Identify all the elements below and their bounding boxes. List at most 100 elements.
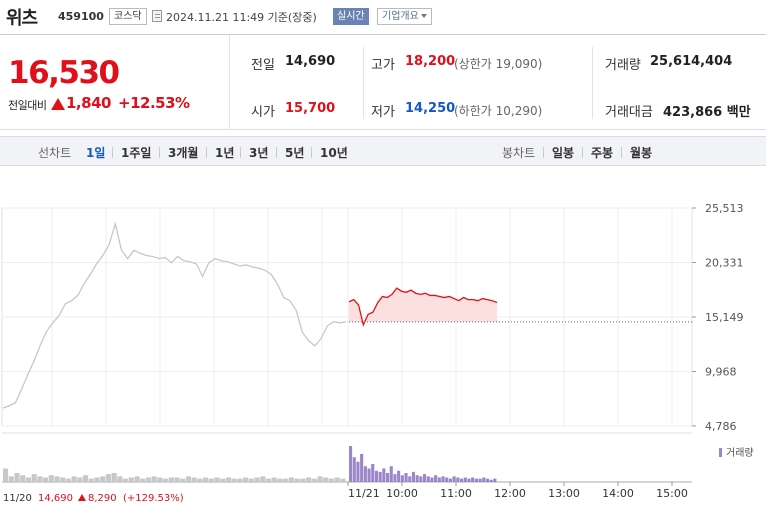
high-value: 18,200 — [405, 54, 456, 69]
volume-bar-today — [363, 466, 367, 482]
volume-bar-prev — [54, 476, 60, 482]
x-tick-label: 11:00 — [440, 487, 472, 500]
volume-bar-prev — [277, 478, 283, 482]
volume-bar-today — [382, 468, 386, 482]
period-bar: 선차트 1일 1주일 3개월 1년 3년 5년 10년 봉차트 일봉 주봉 월봉 — [0, 136, 766, 166]
volume-bar-today — [452, 476, 456, 482]
period-1d[interactable]: 1일 — [86, 146, 106, 160]
open-value: 15,700 — [285, 101, 336, 116]
volume-bar-today — [441, 476, 445, 482]
volume-bar-prev — [334, 477, 340, 482]
volume-bar-prev — [14, 473, 20, 482]
x-tick-label: 10:00 — [386, 487, 418, 500]
volume-bar-prev — [220, 478, 226, 482]
volume-bar-prev — [111, 473, 117, 482]
y-tick-label: 25,513 — [705, 202, 744, 215]
bottom-change: 8,290 — [88, 493, 117, 504]
volume-bar-today — [378, 471, 382, 482]
volume-bar-prev — [283, 478, 289, 482]
volume-bar-today — [371, 464, 375, 482]
volume-bar-prev — [83, 475, 89, 482]
volume-bar-today — [374, 470, 378, 482]
chevron-down-icon — [420, 14, 427, 18]
low-value: 14,250 — [405, 101, 456, 116]
stock-code: 459100 — [58, 10, 104, 23]
volume-bar-prev — [191, 477, 197, 482]
volume-bar-prev — [311, 478, 317, 482]
volume-bar-prev — [185, 476, 192, 482]
volume-bar-prev — [134, 476, 140, 482]
volume-bar-prev — [117, 476, 123, 482]
candle-weekly[interactable]: 주봉 — [591, 146, 614, 160]
bottom-price: 14,690 — [38, 493, 73, 504]
chart-grid — [1, 207, 693, 427]
candle-monthly[interactable]: 월봉 — [630, 146, 653, 160]
volume-bar-today — [423, 474, 427, 482]
volume-bar-today — [349, 446, 353, 482]
volume-bar-prev — [105, 474, 112, 482]
volume-bar-prev — [163, 478, 169, 482]
separator — [311, 147, 312, 158]
x-tick-label: 15:00 — [656, 487, 688, 500]
volume-bar-prev — [88, 478, 94, 482]
volume-bar-today — [397, 470, 401, 482]
period-5y[interactable]: 5년 — [285, 146, 305, 160]
volume-label: 거래량 — [605, 58, 641, 73]
separator — [582, 147, 583, 158]
bottom-note: 11/20 14,690 8,290 (+129.53%) — [3, 493, 184, 504]
volume-bar-prev — [145, 477, 152, 482]
candle-daily[interactable]: 일봉 — [552, 146, 575, 160]
volume-bar-today — [434, 475, 438, 482]
open-label: 시가 — [251, 105, 275, 120]
volume-bar-prev — [294, 478, 300, 482]
high-label: 고가 — [371, 58, 395, 73]
period-1y[interactable]: 1년 — [215, 146, 235, 160]
volume-bar-prev — [128, 477, 134, 482]
stock-header: 위츠 459100 코스닥 2024.11.21 11:49 기준(장중) 실시… — [0, 0, 766, 34]
prev-close-label: 전일 — [251, 58, 275, 73]
volume-bar-prev — [265, 478, 272, 482]
period-3m[interactable]: 3개월 — [168, 146, 199, 160]
volume-bar-prev — [323, 477, 329, 482]
volume-bar-prev — [31, 474, 37, 482]
volume-bar-prev — [237, 478, 243, 482]
prev-day-series — [2, 221, 347, 409]
period-10y[interactable]: 10년 — [320, 146, 348, 160]
volume-bar-prev — [214, 477, 220, 482]
low-label: 저가 — [371, 105, 395, 120]
period-1w[interactable]: 1주일 — [121, 146, 152, 160]
prev-close-value: 14,690 — [285, 54, 336, 69]
today-area — [349, 288, 497, 325]
stock-name: 위츠 — [6, 8, 38, 29]
period-3y[interactable]: 3년 — [249, 146, 269, 160]
volume-bar-prev — [243, 477, 249, 482]
volume-bar-today — [430, 477, 434, 482]
volume-bar-today — [460, 478, 464, 482]
volume-bar-prev — [20, 475, 26, 482]
volume-bar-prev — [94, 477, 100, 482]
volume-bar-prev — [328, 478, 334, 482]
volume-bar-prev — [48, 475, 54, 482]
volume-bar-today — [426, 476, 430, 482]
volume-legend-swatch — [719, 448, 722, 457]
amount-label: 거래대금 — [605, 105, 653, 120]
company-overview-button[interactable]: 기업개요 — [377, 8, 432, 25]
volume-bar-today — [415, 475, 419, 482]
volume-bar-prev — [300, 478, 306, 482]
y-tick-label: 15,149 — [705, 311, 744, 324]
volume-bar-today — [445, 477, 449, 482]
volume-bar-today — [404, 473, 408, 482]
volume-bar-prev — [71, 476, 77, 482]
realtime-button[interactable]: 실시간 — [333, 8, 369, 25]
volume-bar-prev — [157, 477, 163, 482]
separator — [543, 147, 544, 158]
separator — [276, 147, 277, 158]
volume-bar-today — [393, 474, 397, 482]
volume-bar-today — [352, 457, 356, 482]
upper-limit: (상한가 19,090) — [454, 57, 543, 71]
volume-bar-today — [360, 453, 364, 482]
timestamp: 2024.11.21 11:49 기준(장중) — [166, 11, 317, 24]
volume-bar-prev — [60, 477, 66, 482]
volume-bar-prev — [174, 477, 180, 482]
